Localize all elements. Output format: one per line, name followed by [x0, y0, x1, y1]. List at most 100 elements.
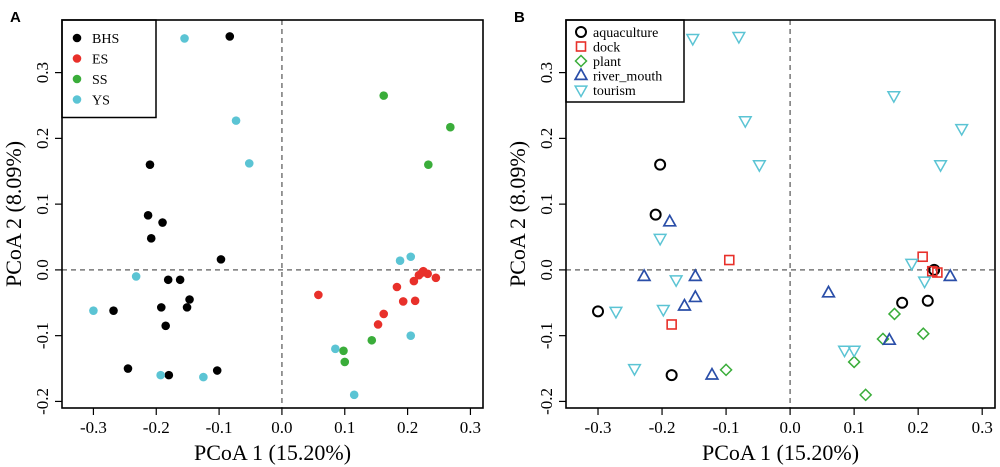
data-point-tourism — [886, 90, 901, 104]
legend-label-dock: dock — [593, 41, 620, 56]
data-point-BHS — [109, 306, 118, 315]
data-point-SS — [340, 357, 350, 367]
x-tick-label: -0.1 — [206, 418, 233, 437]
data-point-plant — [916, 327, 930, 341]
panel-label: A — [10, 9, 21, 26]
data-point-SS — [339, 346, 348, 356]
y-axis-title: PCoA 2 (8.09%) — [1, 141, 26, 287]
panel-label: B — [514, 9, 525, 26]
y-tick-label: -0.1 — [33, 322, 52, 349]
legend: BHS ES SS YS — [61, 19, 157, 119]
data-point-BHS — [163, 275, 173, 285]
data-point-YS — [331, 344, 340, 354]
legend-marker-YS — [72, 95, 82, 104]
series-river_mouth — [636, 213, 958, 380]
data-point-tourism — [731, 31, 747, 45]
data-point-aquaculture — [654, 158, 667, 171]
data-point-YS — [156, 370, 165, 380]
data-point-aquaculture — [665, 369, 678, 382]
y-tick-label: -0.1 — [537, 322, 556, 349]
data-point-plant — [859, 388, 873, 402]
data-point-ES — [392, 282, 402, 292]
data-point-YS — [406, 331, 416, 340]
data-point-BHS — [156, 303, 166, 312]
data-point-SS — [379, 91, 389, 100]
legend-marker-BHS — [72, 33, 82, 43]
legend-label-tourism: tourism — [593, 84, 636, 99]
data-point-BHS — [143, 211, 153, 220]
series-ES — [314, 266, 441, 329]
data-point-YS — [89, 306, 98, 315]
panel-B: B -0.3 -0.2 -0.1 0.0 0.1 0.2 0.3 -0.2 -0.1 0.0 0.1 0… — [505, 9, 996, 465]
data-point-tourism — [837, 345, 852, 359]
legend-marker-tourism — [573, 85, 589, 99]
legend-marker-dock — [575, 41, 587, 52]
series-plant — [719, 307, 930, 402]
data-point-river_mouth — [677, 297, 692, 311]
y-tick-label: -0.2 — [537, 388, 556, 415]
legend-marker-river_mouth — [573, 67, 589, 81]
x-tick-label: -0.1 — [713, 418, 740, 437]
legend-marker-aquaculture — [575, 26, 587, 38]
data-point-ES — [423, 269, 433, 279]
data-point-tourism — [627, 363, 642, 377]
x-axis-title: PCoA 1 (15.20%) — [194, 440, 351, 465]
legend-marker-SS — [72, 74, 82, 84]
legend-marker-plant — [574, 54, 588, 68]
series-SS — [339, 91, 455, 367]
legend-marker-ES — [72, 54, 82, 63]
data-point-tourism — [668, 275, 684, 288]
data-point-plant — [887, 307, 902, 321]
panel-A: A -0.3 -0.2 -0.1 0.0 0.1 0.2 0.3 -0.2 -0.1 0.0 0.1 0… — [1, 9, 484, 465]
data-point-plant — [847, 355, 861, 369]
data-point-BHS — [225, 32, 235, 41]
series-BHS — [109, 32, 235, 380]
data-point-YS — [180, 34, 189, 43]
series-tourism — [608, 31, 969, 377]
data-point-aquaculture — [592, 305, 605, 318]
data-point-ES — [410, 296, 420, 306]
data-point-YS — [349, 390, 359, 400]
legend-label-SS: SS — [92, 73, 108, 88]
data-point-BHS — [182, 303, 192, 312]
data-point-aquaculture — [928, 263, 941, 276]
data-point-BHS — [216, 255, 226, 264]
data-point-tourism — [904, 258, 919, 272]
data-point-BHS — [123, 364, 133, 373]
data-point-BHS — [145, 160, 155, 169]
data-point-tourism — [608, 306, 624, 320]
data-point-tourism — [933, 160, 948, 173]
legend-label-YS: YS — [92, 94, 110, 109]
plot-frame — [565, 19, 996, 409]
x-tick-label: 0.1 — [844, 418, 865, 437]
data-point-YS — [406, 252, 416, 262]
data-point-tourism — [656, 304, 671, 318]
data-point-YS — [244, 159, 254, 168]
data-point-YS — [131, 272, 141, 281]
x-tick-label: 0.1 — [334, 418, 355, 437]
data-point-YS — [395, 256, 405, 265]
data-point-plant — [719, 363, 733, 377]
data-point-river_mouth — [688, 289, 703, 303]
data-point-river_mouth — [882, 332, 897, 346]
data-point-BHS — [212, 366, 222, 375]
y-tick-label: 0.0 — [33, 259, 52, 280]
y-tick-label: 0.3 — [537, 62, 556, 83]
legend-label-aquaculture: aquaculture — [593, 26, 658, 41]
y-tick-label: 0.2 — [33, 128, 52, 149]
data-point-dock — [917, 251, 928, 263]
data-point-river_mouth — [821, 284, 836, 298]
y-tick-label: 0.2 — [537, 128, 556, 149]
y-tick-label: 0.1 — [537, 194, 556, 215]
x-tick-label: 0.0 — [779, 418, 800, 437]
data-point-dock — [932, 267, 943, 278]
data-point-ES — [398, 297, 408, 306]
y-tick-label: 0.3 — [33, 62, 52, 83]
data-point-SS — [424, 160, 433, 169]
data-point-river_mouth — [688, 268, 703, 282]
data-point-BHS — [185, 295, 194, 304]
x-tick-label: -0.3 — [585, 418, 612, 437]
data-point-dock — [723, 254, 735, 266]
